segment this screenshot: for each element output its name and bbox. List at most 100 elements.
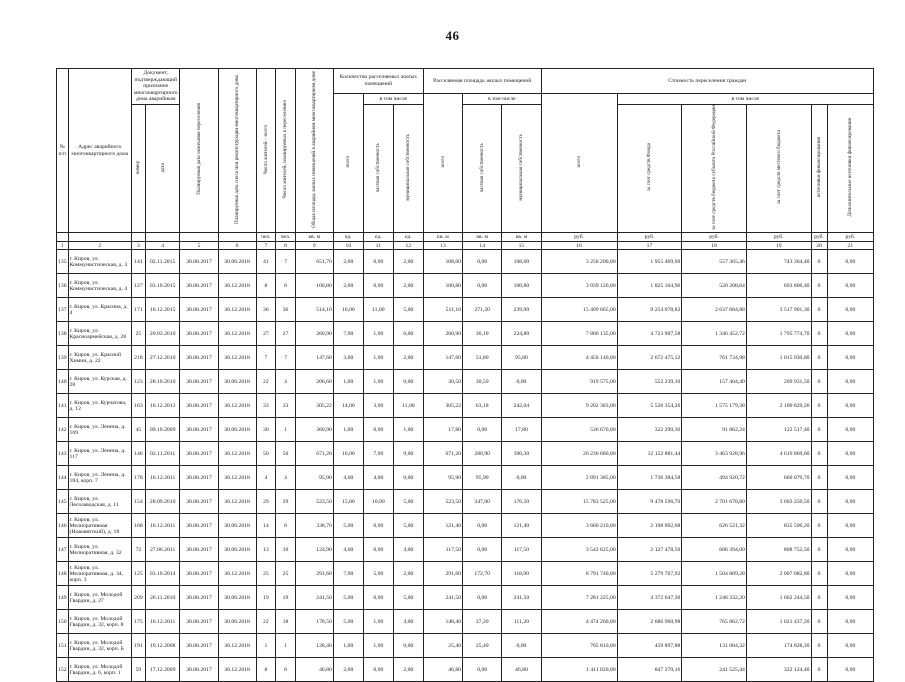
cell-s5: 0 (810, 657, 828, 682)
header-residents-relocate: Число жителей, планируемых к переселению (275, 67, 296, 234)
cell-s2: 4 723 907,58 (616, 321, 683, 347)
cell-n: 152 (56, 657, 69, 682)
cell-s5: 0 (810, 633, 828, 659)
unit-cell: руб. (826, 232, 875, 243)
column-number-cell: 14 (462, 241, 503, 251)
header-total-area: Общая площадь жилых помещений в аварийно… (294, 67, 334, 234)
cell-d2: 30.12.2018 (217, 657, 257, 682)
unit-cell: кв. м (501, 232, 542, 243)
cell-addr: г. Киров, ул. Ленина, д. 169 (67, 417, 132, 443)
column-number-cell: 11 (362, 241, 394, 251)
header-doc-date: дата (144, 103, 181, 234)
cell-s2: 5 526 354,26 (616, 393, 683, 419)
cell-p2: 29 (275, 489, 296, 515)
cell-a3: 0,00 (501, 465, 542, 491)
cell-a2: 63,18 (462, 393, 503, 419)
cell-num: 175 (130, 609, 146, 635)
cell-s1: 20 236 680,00 (540, 441, 618, 467)
column-number-cell: 17 (616, 241, 683, 251)
cell-s2: 1 736 384,58 (616, 465, 683, 491)
cell-d2: 30.12.2018 (217, 297, 257, 323)
cell-area: 100,80 (294, 273, 334, 299)
column-number-cell: 2 (67, 241, 132, 251)
cell-s4: 174 828,20 (745, 633, 812, 659)
header-address: Адрес аварийного многоквартирного дома (67, 67, 132, 234)
cell-num: 171 (130, 297, 146, 323)
cell-c2: 0,00 (362, 249, 394, 275)
cell-d1: 30.08.2017 (179, 513, 219, 539)
cell-d1: 30.08.2017 (179, 657, 219, 682)
cell-n: 147 (56, 537, 69, 563)
cell-s1: 919 575,00 (540, 369, 618, 395)
cell-c1: 3,00 (332, 345, 364, 371)
cell-d2: 30.12.2018 (217, 393, 257, 419)
cell-c2: 0,00 (362, 537, 394, 563)
cell-s6: 0,00 (826, 513, 875, 539)
cell-s6: 0,00 (826, 273, 875, 299)
unit-cell: руб. (540, 232, 618, 243)
cell-date: 19.12.2008 (144, 633, 181, 659)
unit-cell: ед. (392, 232, 424, 243)
column-number-cell: 1 (56, 241, 69, 251)
cell-a3: 224,80 (501, 321, 542, 347)
cell-s1: 3 256 200,00 (540, 249, 618, 275)
unit-cell: чел. (275, 232, 296, 243)
column-number-cell: 19 (745, 241, 812, 251)
cell-p1: 19 (255, 585, 277, 611)
cell-c1: 5,00 (332, 585, 364, 611)
cell-d2: 30.06.2018 (217, 609, 257, 635)
cell-s1: 3 660 210,00 (540, 513, 618, 539)
table-row: 140 г. Киров, ул. Курская, д. 28 123 28.10.… (56, 369, 875, 395)
cell-s3: 157 404,40 (681, 369, 747, 395)
cell-p1: 33 (255, 393, 277, 419)
cell-addr: г. Киров, ул. Ленина, д. 184, корп. 7 (67, 465, 132, 491)
header-area-including: в том числе (462, 93, 542, 105)
cell-p2: 10 (275, 537, 296, 563)
cell-d2: 30.06.2018 (217, 369, 257, 395)
cell-s5: 0 (810, 561, 828, 587)
cell-s3: 1 246 332,20 (681, 585, 747, 611)
cell-d1: 30.08.2017 (179, 585, 219, 611)
cell-a2: 0,00 (462, 513, 503, 539)
unit-cell: кв. м (294, 232, 334, 243)
cell-c2: 4,00 (362, 465, 394, 491)
cell-d2: 30.06.2018 (217, 537, 257, 563)
cell-s5: 0 (810, 585, 828, 611)
header-count-total: всего (332, 92, 364, 234)
cell-a3: 121,40 (501, 513, 542, 539)
cell-s4: 660 079,70 (745, 465, 812, 491)
cell-d1: 30.08.2017 (179, 369, 219, 395)
cell-p1: 8 (255, 273, 277, 299)
cell-p1: 22 (255, 609, 277, 635)
cell-area: 291,60 (294, 561, 334, 587)
cell-a2: 0,00 (462, 537, 503, 563)
cell-s4: 835 596,20 (745, 513, 812, 539)
cell-num: 127 (130, 273, 146, 299)
cell-c3: 11,00 (392, 393, 424, 419)
cell-date: 16.12.2011 (144, 513, 181, 539)
table-row: 138 г. Киров, ул. Красноармейская, д. 28 2… (56, 321, 875, 347)
cell-d1: 30.08.2017 (179, 489, 219, 515)
cell-p2: 19 (275, 585, 296, 611)
cell-d2: 30.06.2018 (217, 585, 257, 611)
cell-c1: 2,00 (332, 249, 364, 275)
cell-p1: 41 (255, 249, 277, 275)
cell-s5: 0 (810, 609, 828, 635)
cell-a1: 108,00 (422, 249, 464, 275)
cell-c3: 5,00 (392, 297, 424, 323)
header-area-premises: Расселяемая площадь жилых помещений (422, 68, 542, 94)
cell-addr: г. Киров, ул. Ленина, д. 117 (67, 441, 132, 467)
table-row: 149 г. Киров, ул. Молодой Гвардии, д. 27 2… (56, 585, 875, 611)
cell-n: 139 (56, 345, 69, 371)
cell-s2: 2 127 478,50 (616, 537, 683, 563)
cell-a1: 100,80 (422, 273, 464, 299)
cell-d1: 30.08.2017 (179, 273, 219, 299)
cell-a2: 0,00 (462, 249, 503, 275)
cell-num: 141 (130, 249, 146, 275)
cell-s3: 91 862,24 (681, 417, 747, 443)
cell-c2: 1,00 (362, 609, 394, 635)
unit-cell (144, 232, 181, 243)
units-row: чел. чел. кв. м ед. ед. ед. кв. м кв. м кв. м руб… (56, 232, 875, 243)
cell-a1: 671,20 (422, 441, 464, 467)
